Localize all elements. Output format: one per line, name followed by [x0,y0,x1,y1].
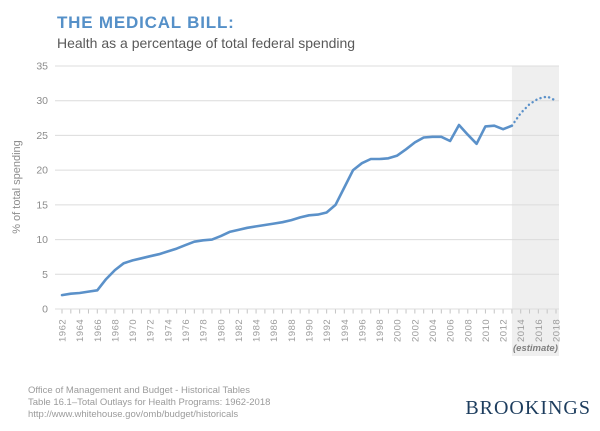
estimate-region [511,66,559,356]
series-line-actual [60,123,514,297]
page-subtitle: Health as a percentage of total federal … [57,35,356,51]
brookings-logo: BROOKINGS [465,397,591,419]
x-tick-label: 1978 [199,319,210,342]
y-tick-label: 0 [42,304,48,316]
source-line: http://www.whitehouse.gov/omb/budget/his… [28,409,239,420]
x-tick-label: 2010 [481,319,492,342]
x-tick-label: 2006 [446,319,457,342]
estimate-label: (estimate) [513,343,558,354]
x-tick-label: 2008 [463,319,474,342]
x-tick-label: 2004 [428,319,439,342]
source-line: Table 16.1–Total Outlays for Health Prog… [28,397,271,408]
x-tick-label: 1970 [128,319,139,342]
x-tick-label: 2018 [552,319,563,342]
x-tick-label: 1984 [252,319,263,342]
x-tick-label: 2000 [393,319,404,342]
y-tick-label: 15 [36,199,48,211]
x-tick-label: 1996 [357,319,368,342]
x-tick-label: 1988 [287,319,298,342]
source-note: Office of Management and Budget - Histor… [28,385,270,421]
x-tick-label: 1976 [181,319,192,342]
x-tick-label: 2016 [534,319,545,342]
x-tick-label: 1998 [375,319,386,342]
x-tick-label: 1964 [75,319,86,342]
x-tick-label: 1986 [269,319,280,342]
y-tick-label: 5 [42,269,48,281]
x-tick-label: 1974 [163,319,174,342]
x-tick-label: 1966 [93,319,104,342]
y-axis-title: % of total spending [11,140,23,234]
x-tick-label: 1992 [322,319,333,342]
series-line-estimate [510,95,558,127]
x-tick-label: 1980 [216,319,227,342]
y-tick-label: 10 [36,234,48,246]
y-tick-label: 20 [36,165,48,177]
x-tick-label: 1962 [58,319,69,342]
y-tick-label: 30 [36,95,48,107]
y-tick-label: 35 [36,61,48,73]
source-line: Office of Management and Budget - Histor… [28,385,250,396]
x-tick-label: 1968 [110,319,121,342]
x-tick-label: 2002 [410,319,421,342]
x-tick-label: 2014 [516,319,527,342]
page-title: THE MEDICAL BILL: [57,13,235,32]
x-tick-label: 1994 [340,319,351,342]
y-tick-label: 25 [36,130,48,142]
x-tick-label: 1990 [305,319,316,342]
x-tick-label: 1982 [234,319,245,342]
x-tick-label: 1972 [146,319,157,342]
x-tick-label: 2012 [499,319,510,342]
